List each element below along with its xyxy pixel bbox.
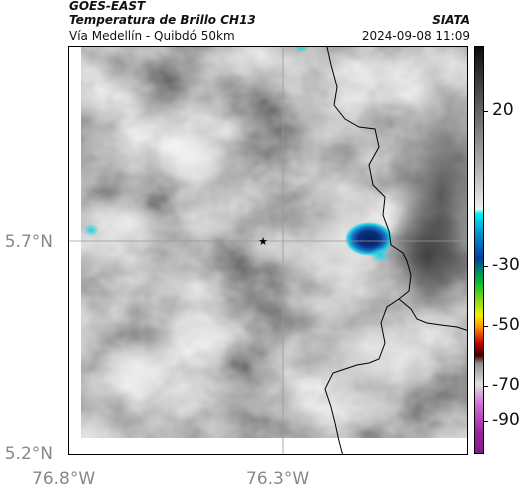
colorbar-tick-label: -30	[492, 255, 520, 275]
region-label: Vía Medellín - Quibdó 50km	[69, 29, 235, 43]
colorbar	[474, 46, 484, 454]
organization-label: SIATA	[432, 13, 470, 27]
department-border	[324, 47, 412, 454]
datetime-label: 2024-09-08 11:09	[361, 29, 470, 43]
cold-cloud-north	[294, 47, 308, 52]
colorbar-tick-label: -90	[492, 410, 520, 430]
location-star-icon: ★	[258, 235, 268, 248]
cold-cloud-west	[83, 224, 99, 236]
lon-tick-label: 76.3°W	[246, 469, 310, 489]
colorbar-tick-label: -50	[492, 315, 520, 335]
department-border-branch	[398, 298, 467, 331]
lat-tick-label: 5.7°N	[4, 232, 53, 252]
lat-tick-label: 5.2°N	[4, 444, 53, 464]
map-panel[interactable]: ★	[68, 46, 468, 455]
colorbar-tick-label: -70	[492, 375, 520, 395]
brightness-temperature-field	[79, 47, 467, 438]
product-title: Temperatura de Brillo CH13	[69, 13, 256, 27]
colorbar-tick-label: 20	[492, 100, 514, 120]
satellite-name: GOES-EAST	[69, 0, 146, 13]
satellite-image: ★	[69, 47, 467, 454]
lon-tick-label: 76.8°W	[32, 469, 96, 489]
